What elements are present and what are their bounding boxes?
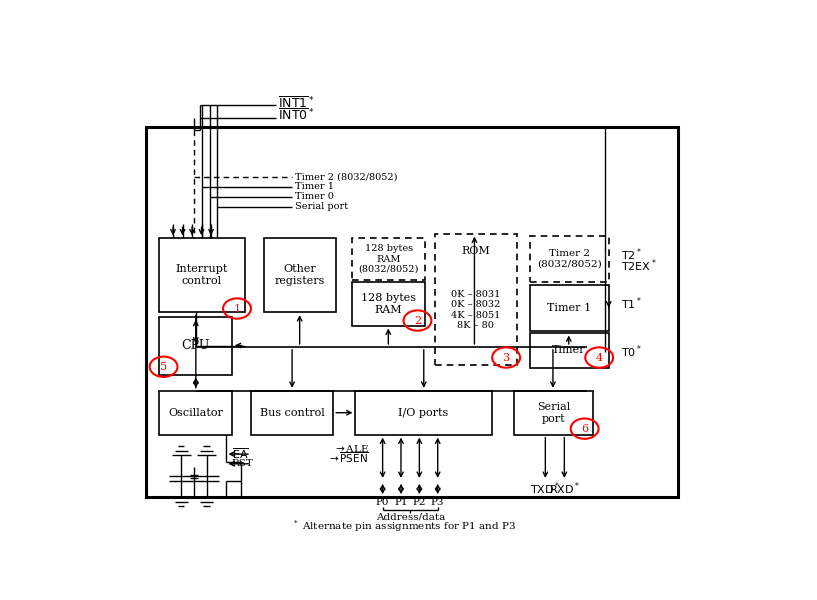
Text: Timer: Timer (552, 346, 586, 355)
Text: $\overline{\mathsf{EA}}$: $\overline{\mathsf{EA}}$ (232, 447, 248, 461)
Text: 2: 2 (414, 316, 421, 326)
Text: CPU: CPU (181, 339, 210, 352)
Bar (529, 236, 609, 282)
Bar (352, 238, 425, 280)
Text: $\rightarrow$ALE: $\rightarrow$ALE (333, 443, 369, 454)
Bar (159, 238, 244, 312)
Text: Bus control: Bus control (260, 408, 324, 418)
Text: Oscillator: Oscillator (168, 408, 223, 418)
Text: 3: 3 (502, 353, 510, 362)
Text: 4: 4 (596, 353, 603, 362)
Bar (355, 391, 492, 434)
Text: 0K – 8031
0K – 8032
4K – 8051
8K – 80: 0K – 8031 0K – 8032 4K – 8051 8K – 80 (451, 290, 500, 330)
Text: $\mathsf{T1}^*$: $\mathsf{T1}^*$ (622, 296, 642, 312)
Text: $\mathsf{T2}^*$: $\mathsf{T2}^*$ (622, 246, 642, 263)
Text: P2: P2 (413, 498, 426, 507)
Text: P3: P3 (431, 498, 444, 507)
Bar (159, 317, 232, 374)
Bar (146, 127, 678, 497)
Text: $\rightarrow\overline{\mathsf{PSEN}}$: $\rightarrow\overline{\mathsf{PSEN}}$ (327, 451, 368, 465)
Text: 5: 5 (160, 362, 167, 372)
Text: $\mathsf{T0}^*$: $\mathsf{T0}^*$ (622, 343, 642, 360)
Text: $\mathsf{RXD}^*$: $\mathsf{RXD}^*$ (549, 481, 580, 497)
Text: P0: P0 (376, 498, 390, 507)
Text: $\mathsf{TXD}^*$: $\mathsf{TXD}^*$ (530, 481, 560, 497)
Text: $\overline{\mathsf{INT1}}$$^*$: $\overline{\mathsf{INT1}}$$^*$ (278, 95, 315, 111)
Bar (514, 391, 593, 434)
Bar (435, 234, 517, 365)
Text: Timer 1: Timer 1 (295, 182, 334, 191)
Text: 1: 1 (234, 304, 240, 314)
Text: $^*$ Alternate pin assignments for P1 and P3: $^*$ Alternate pin assignments for P1 an… (292, 518, 516, 533)
Text: $\overline{\mathsf{INT0}}$$^*$: $\overline{\mathsf{INT0}}$$^*$ (278, 108, 315, 124)
Bar (159, 391, 232, 434)
Text: RST: RST (232, 459, 254, 468)
Text: Timer 2 (8032/8052): Timer 2 (8032/8052) (295, 172, 398, 181)
Text: Timer 2
(8032/8052): Timer 2 (8032/8052) (537, 250, 601, 269)
Bar (529, 284, 609, 331)
Text: Timer 1: Timer 1 (547, 302, 592, 313)
Text: 128 bytes
RAM: 128 bytes RAM (361, 293, 416, 315)
Text: Timer 0: Timer 0 (295, 192, 334, 201)
Text: 128 bytes
RAM
(8032/8052): 128 bytes RAM (8032/8052) (359, 244, 419, 274)
Text: Serial
port: Serial port (537, 402, 570, 424)
Text: Address/data: Address/data (376, 513, 445, 522)
Text: Serial port: Serial port (295, 202, 348, 211)
Text: P1: P1 (395, 498, 408, 507)
Text: Other
registers: Other registers (275, 265, 325, 286)
Text: ROM: ROM (462, 246, 490, 256)
Text: 6: 6 (581, 424, 588, 434)
Bar (251, 391, 333, 434)
Text: Interrupt
control: Interrupt control (176, 265, 228, 286)
Text: $\mathsf{T2EX}^*$: $\mathsf{T2EX}^*$ (622, 258, 657, 274)
Bar (529, 333, 609, 368)
Bar (352, 282, 425, 326)
Bar (264, 238, 337, 312)
Text: I/O ports: I/O ports (399, 408, 449, 418)
